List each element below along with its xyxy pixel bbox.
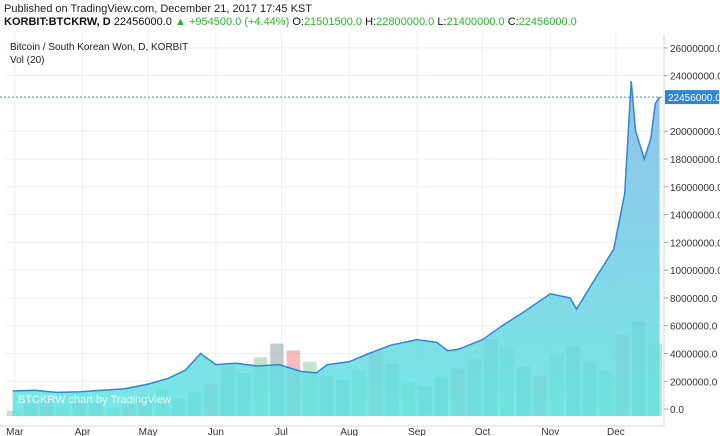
watermark: BTCKRW chart by TradingView [18, 394, 171, 406]
volume-label: Vol (20) [10, 55, 45, 66]
high-value: 22800000.0 [376, 16, 435, 28]
price-area [12, 81, 661, 416]
chart-title: Bitcoin / South Korean Won, D, KORBIT [10, 42, 189, 53]
y-tick-label: 8000000.0 [670, 294, 718, 305]
x-tick-label: Jun [208, 427, 224, 436]
last-price-marker: 22456000.0 [0, 90, 720, 105]
high-label: H: [365, 16, 377, 28]
last-price: 22456000.0 [113, 16, 172, 28]
x-tick-label: Mar [6, 427, 24, 436]
y-tick-label: 24000000.0 [670, 72, 720, 83]
x-tick-label: Sep [408, 427, 426, 436]
last-price-badge [665, 90, 719, 105]
y-tick-label: 26000000.0 [670, 44, 720, 55]
time-axis[interactable]: Mar Apr May Jun Jul Aug Sep Oct Nov Dec [0, 425, 664, 436]
y-tick-label: 4000000.0 [670, 349, 718, 360]
low-value: 21400000.0 [446, 16, 505, 28]
y-tick-label: 12000000.0 [670, 238, 720, 249]
x-tick-label: Nov [541, 427, 559, 436]
open-value: 21501500.0 [303, 16, 363, 28]
y-tick-label: 16000000.0 [670, 183, 720, 194]
change-value: +954500.0 (+4.44%) [188, 16, 290, 28]
price-chart[interactable]: 0.0 2000000.0 4000000.0 6000000.0 8000000.0 1… [0, 30, 720, 436]
y-tick-label: 18000000.0 [670, 155, 720, 166]
y-tick-label: 2000000.0 [670, 377, 718, 388]
x-tick-label: Aug [340, 427, 358, 436]
y-tick-label: 0.0 [670, 405, 684, 416]
x-tick-label: May [139, 427, 158, 436]
last-price-label: 22456000.0 [668, 93, 720, 104]
y-tick-label: 10000000.0 [670, 266, 720, 277]
up-arrow-icon: ▲ [174, 16, 186, 28]
close-value: 22456000.0 [518, 16, 577, 28]
x-tick-label: Oct [475, 427, 491, 436]
price-line [12, 81, 661, 394]
x-tick-label: Jul [275, 427, 288, 436]
close-label: C: [507, 16, 519, 28]
price-axis[interactable]: 0.0 2000000.0 4000000.0 6000000.0 8000000.0 1… [663, 34, 720, 426]
open-label: O: [292, 16, 304, 28]
x-tick-label: Apr [75, 427, 91, 436]
x-tick-label: Dec [607, 427, 625, 436]
symbol-label: KORBIT:BTCKRW, D [4, 16, 111, 28]
price-area-fill [12, 81, 660, 416]
low-label: L: [437, 16, 447, 28]
y-tick-label: 20000000.0 [670, 127, 720, 138]
y-tick-label: 6000000.0 [670, 322, 718, 333]
y-tick-label: 14000000.0 [670, 211, 720, 222]
quote-line: KORBIT:BTCKRW, D 22456000.0 ▲ +954500.0 … [4, 16, 577, 28]
published-line: Published on TradingView.com, December 2… [4, 3, 312, 15]
